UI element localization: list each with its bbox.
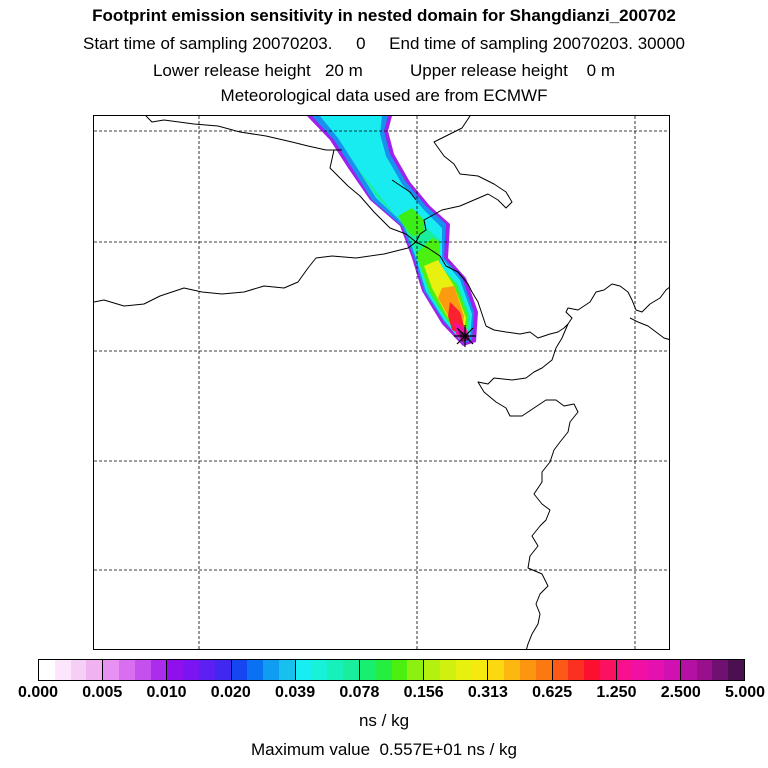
maximum-value-label: Maximum value 0.557E+01 ns / kg	[251, 740, 517, 759]
color-scale-segment	[407, 660, 425, 680]
color-scale-segment	[552, 660, 569, 680]
color-scale-segment	[295, 660, 312, 680]
coastlines	[94, 116, 669, 649]
color-scale-segment	[535, 660, 553, 680]
color-scale-segment	[214, 660, 232, 680]
color-scale-segment	[599, 660, 617, 680]
plot-title: Footprint emission sensitivity in nested…	[92, 6, 676, 25]
color-scale-segment	[327, 660, 344, 680]
color-scale-unit: ns / kg	[358, 711, 410, 730]
meteorological-data-line: Meteorological data used are from ECMWF	[220, 86, 548, 105]
color-scale-segment	[134, 660, 151, 680]
plume-layer-green	[398, 208, 424, 236]
color-scale-tick-label: 0.078	[339, 684, 380, 701]
color-scale-tick-label: 0.156	[403, 684, 444, 701]
color-scale-segment	[504, 660, 520, 680]
color-scale-segment	[167, 660, 184, 680]
color-scale-segment	[183, 660, 199, 680]
color-scale-segment	[455, 660, 472, 680]
color-scale-tick-label: 5.000	[724, 684, 766, 701]
color-scale-segment	[278, 660, 296, 680]
color-scale-segment	[568, 660, 585, 680]
color-scale-segment	[488, 660, 505, 680]
color-scale-segment	[712, 660, 729, 680]
color-scale-segment	[439, 660, 456, 680]
color-scale-tick-label: 2.500	[660, 684, 701, 701]
color-scale-segment	[359, 660, 376, 680]
release-height-line: Lower release height 20 m Upper release …	[152, 61, 616, 80]
color-scale-segment	[519, 660, 536, 680]
footprint-plume	[307, 116, 478, 346]
color-scale-segment	[680, 660, 697, 680]
color-scale-segment	[696, 660, 713, 680]
color-scale-segment	[664, 660, 681, 680]
color-scale-segment	[471, 660, 489, 680]
color-scale-segment	[728, 660, 745, 680]
color-scale-segment	[632, 660, 649, 680]
star-receptor-icon	[454, 325, 476, 347]
color-scale-tick-label: 0.020	[210, 684, 251, 701]
map-canvas	[94, 116, 669, 649]
color-scale-segment	[198, 660, 215, 680]
color-scale-tick-label: 1.250	[596, 684, 637, 701]
color-scale-segment	[86, 660, 104, 680]
lat-lon-grid	[94, 116, 669, 649]
color-scale-segment	[54, 660, 71, 680]
color-scale-bar	[38, 659, 745, 681]
color-scale-segment	[424, 660, 440, 680]
sampling-time-line: Start time of sampling 20070203. 0 End t…	[83, 34, 685, 53]
color-scale-segment	[103, 660, 119, 680]
color-scale-segment	[231, 660, 248, 680]
color-scale-segment	[70, 660, 87, 680]
color-scale-tick-label: 0.625	[532, 684, 573, 701]
map-panel	[93, 115, 670, 650]
color-scale-segment	[118, 660, 135, 680]
color-scale-tick-label: 0.000	[17, 684, 59, 701]
color-scale-segment	[247, 660, 264, 680]
color-scale-tick-label: 0.313	[467, 684, 508, 701]
color-scale-tick-label: 0.010	[146, 684, 187, 701]
color-scale-segment	[391, 660, 408, 680]
color-scale-tick-label: 0.005	[82, 684, 123, 701]
color-scale-segment	[150, 660, 168, 680]
color-scale-segment	[263, 660, 279, 680]
color-scale-segment	[311, 660, 328, 680]
color-scale-segment	[616, 660, 633, 680]
color-scale-tick-label: 0.039	[275, 684, 316, 701]
color-scale-segment	[648, 660, 665, 680]
color-scale-segment	[39, 660, 55, 680]
color-scale-segment	[343, 660, 360, 680]
color-scale-ticks: 0.000 0.005 0.010 0.020 0.039 0.078 0.156 0.313…	[0, 684, 768, 704]
color-scale-segment	[584, 660, 600, 680]
color-scale-segment	[375, 660, 392, 680]
